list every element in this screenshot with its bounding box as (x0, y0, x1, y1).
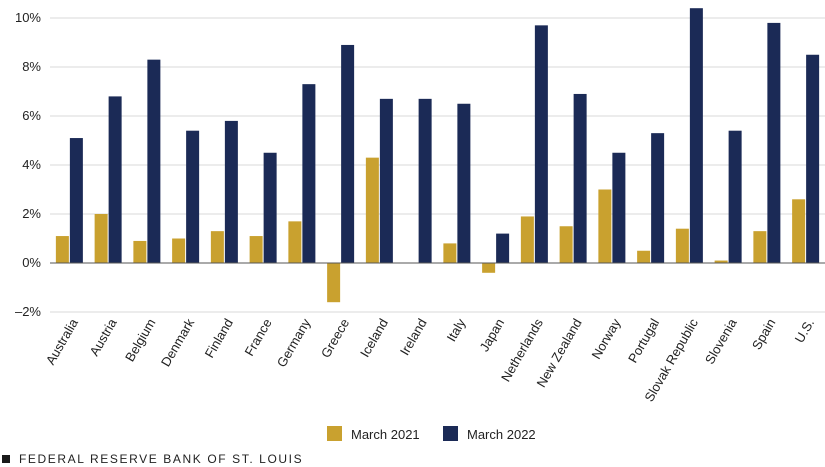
bar-march-2022 (186, 130, 200, 263)
y-tick-label: 10% (15, 10, 41, 25)
bar-march-2021 (365, 157, 379, 263)
x-tick-label: Ireland (397, 316, 430, 358)
bar-march-2022 (457, 103, 471, 263)
bar-march-2022 (612, 152, 626, 263)
bar-march-2022 (728, 130, 742, 263)
x-axis-labels: Australia Austria Belgium Denmark Finland Fra… (43, 315, 818, 404)
bar-march-2021 (327, 263, 341, 303)
bar-march-2022 (263, 152, 277, 263)
bar-march-2021 (288, 221, 302, 263)
legend: March 2021 March 2022 (327, 426, 536, 442)
x-tick-label: Norway (588, 316, 623, 362)
bars (55, 8, 820, 303)
bar-march-2021 (210, 231, 224, 263)
legend-label-march-2021: March 2021 (351, 427, 420, 442)
bar-march-2021 (559, 226, 573, 263)
x-tick-label: France (241, 316, 274, 359)
x-tick-label: Slovenia (702, 315, 740, 366)
x-tick-label: Belgium (122, 316, 158, 364)
x-tick-label: Australia (43, 315, 82, 367)
y-tick-label: 6% (22, 108, 41, 123)
bar-march-2022 (573, 93, 587, 263)
bar-march-2022 (341, 44, 355, 264)
x-tick-label: Finland (202, 316, 236, 360)
bar-march-2022 (534, 25, 548, 263)
y-tick-label: 2% (22, 206, 41, 221)
bar-march-2021 (637, 250, 651, 263)
bar-march-2021 (792, 199, 806, 263)
bar-march-2022 (689, 8, 703, 264)
x-tick-label: U.S. (792, 316, 818, 345)
x-tick-label: Austria (86, 315, 120, 358)
footer-source-text: FEDERAL RESERVE BANK OF ST. LOUIS (19, 452, 304, 466)
x-tick-label: Greece (318, 316, 352, 360)
footer-source: FEDERAL RESERVE BANK OF ST. LOUIS (2, 452, 303, 466)
bar-march-2021 (675, 228, 689, 263)
y-tick-label: –2% (15, 304, 41, 319)
bar-march-2021 (520, 216, 534, 263)
y-tick-label: 4% (22, 157, 41, 172)
bar-march-2021 (133, 240, 147, 263)
bar-march-2022 (379, 98, 393, 263)
bar-march-2022 (302, 84, 316, 264)
x-tick-label: Germany (274, 316, 314, 370)
bar-march-2022 (767, 22, 781, 264)
gridlines (50, 17, 825, 313)
footer-square-icon (2, 455, 10, 463)
y-tick-label: 0% (22, 255, 41, 270)
x-tick-label: Italy (444, 316, 469, 345)
y-axis-ticks: –2% 0% 2% 4% 6% 8% 10% (15, 10, 41, 319)
bar-march-2022 (418, 98, 432, 263)
bar-march-2021 (443, 243, 457, 263)
bar-march-2021 (482, 263, 496, 273)
legend-label-march-2022: March 2022 (467, 427, 536, 442)
x-tick-label: Portugal (625, 316, 662, 366)
bar-march-2021 (714, 260, 728, 263)
bar-march-2022 (496, 233, 510, 263)
bar-march-2022 (108, 96, 122, 264)
x-tick-label: Iceland (357, 316, 391, 360)
bar-march-2022 (651, 133, 665, 263)
y-tick-label: 8% (22, 59, 41, 74)
x-tick-label: Spain (749, 316, 779, 352)
bar-march-2021 (55, 236, 69, 263)
legend-swatch-march-2022 (443, 426, 458, 441)
bar-march-2021 (249, 236, 263, 263)
x-tick-label: Denmark (158, 316, 198, 370)
bar-march-2021 (753, 231, 767, 263)
chart: –2% 0% 2% 4% 6% 8% 10% Australia Austria Belgium… (15, 8, 825, 442)
bar-march-2022 (806, 54, 820, 263)
x-tick-label: Japan (477, 316, 508, 354)
bar-march-2021 (94, 214, 108, 263)
legend-swatch-march-2021 (327, 426, 342, 441)
bar-march-2022 (147, 59, 161, 264)
bar-march-2022 (69, 138, 83, 263)
bar-march-2021 (598, 189, 612, 263)
bar-march-2022 (224, 120, 238, 264)
bar-march-2021 (172, 238, 186, 263)
